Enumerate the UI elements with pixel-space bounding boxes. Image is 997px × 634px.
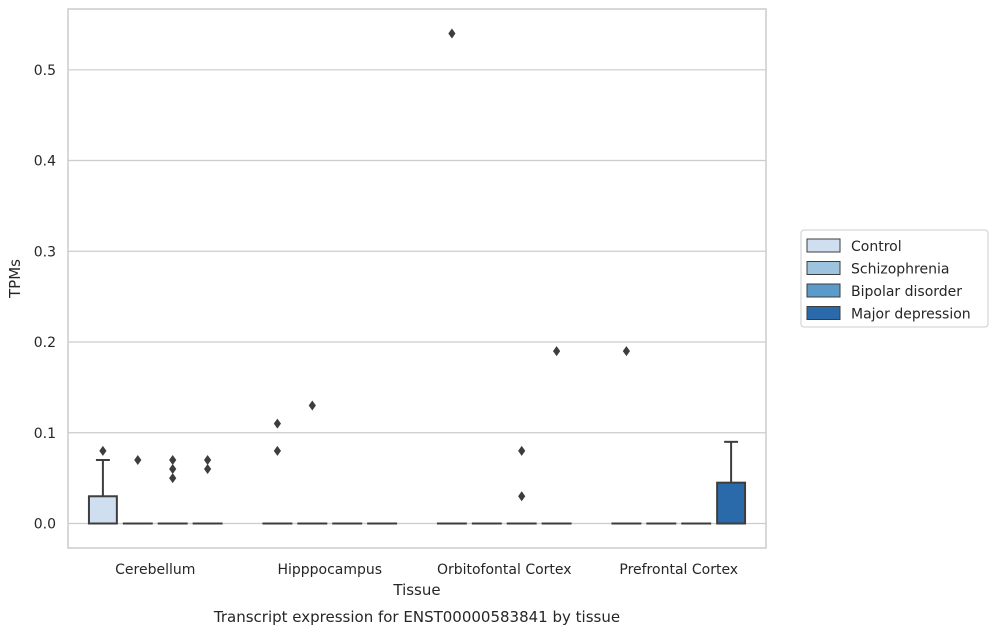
outlier-point bbox=[518, 445, 526, 456]
box-schizophrenia bbox=[297, 400, 328, 525]
box-control bbox=[87, 445, 118, 525]
outlier-point bbox=[448, 28, 456, 39]
box-control bbox=[611, 346, 642, 525]
legend-swatch bbox=[806, 238, 841, 253]
legend-swatch bbox=[806, 283, 841, 298]
y-tick-label: 0.2 bbox=[34, 335, 56, 351]
chart-caption: Transcript expression for ENST0000058384… bbox=[213, 608, 620, 626]
outlier-point bbox=[169, 454, 177, 465]
outlier-point bbox=[169, 473, 177, 484]
x-tick-label: Cerebellum bbox=[115, 562, 195, 578]
outlier-point bbox=[553, 346, 561, 357]
y-tick-label: 0.4 bbox=[34, 154, 56, 170]
x-tick-label: Hipppocampus bbox=[277, 562, 382, 578]
outlier-point bbox=[518, 491, 526, 502]
box-bipolar-disorder bbox=[157, 454, 188, 525]
x-axis-label: Tissue bbox=[392, 581, 440, 599]
legend-entry: Bipolar disorder bbox=[851, 284, 962, 300]
outlier-point bbox=[204, 454, 212, 465]
box-control bbox=[436, 28, 467, 525]
legend-entry: Major depression bbox=[851, 307, 971, 323]
box-major-depression bbox=[716, 440, 747, 525]
y-tick-labels: 0.0 0.1 0.2 0.3 0.4 0.5 bbox=[34, 63, 56, 533]
y-tick-label: 0.5 bbox=[34, 63, 56, 79]
legend-swatch bbox=[806, 306, 841, 320]
x-tick-label: Prefrontal Cortex bbox=[619, 562, 738, 578]
outlier-point bbox=[273, 445, 281, 456]
outlier-point bbox=[169, 464, 177, 475]
y-tick-label: 0.3 bbox=[34, 244, 56, 260]
outlier-point bbox=[99, 445, 107, 456]
outlier-point bbox=[308, 400, 316, 411]
legend-entry: Control bbox=[851, 239, 902, 255]
boxes bbox=[87, 28, 747, 525]
outlier-point bbox=[134, 454, 142, 465]
box-schizophrenia bbox=[122, 454, 153, 525]
outlier-point bbox=[204, 464, 212, 475]
y-tick-label: 0.1 bbox=[34, 426, 56, 442]
legend-swatch bbox=[806, 261, 841, 275]
box-control bbox=[262, 418, 293, 525]
box-major-depression bbox=[541, 346, 572, 525]
outlier-point bbox=[622, 346, 630, 357]
y-axis-label: TPMs bbox=[6, 259, 24, 299]
x-tick-label: Orbitofontal Cortex bbox=[437, 562, 572, 578]
box-bipolar-disorder bbox=[506, 445, 537, 525]
legend-entry: Schizophrenia bbox=[851, 262, 949, 278]
box-major-depression bbox=[192, 454, 223, 525]
plot-frame bbox=[67, 8, 767, 549]
y-tick-label: 0.0 bbox=[34, 517, 56, 533]
x-tick-labels: Cerebellum Hipppocampus Orbitofontal Corte… bbox=[115, 562, 738, 578]
legend: Control Schizophrenia Bipolar disorder Majo… bbox=[800, 229, 989, 328]
legend-frame bbox=[800, 229, 989, 328]
box-body bbox=[716, 481, 747, 525]
outlier-point bbox=[273, 418, 281, 429]
box-body bbox=[87, 495, 118, 525]
